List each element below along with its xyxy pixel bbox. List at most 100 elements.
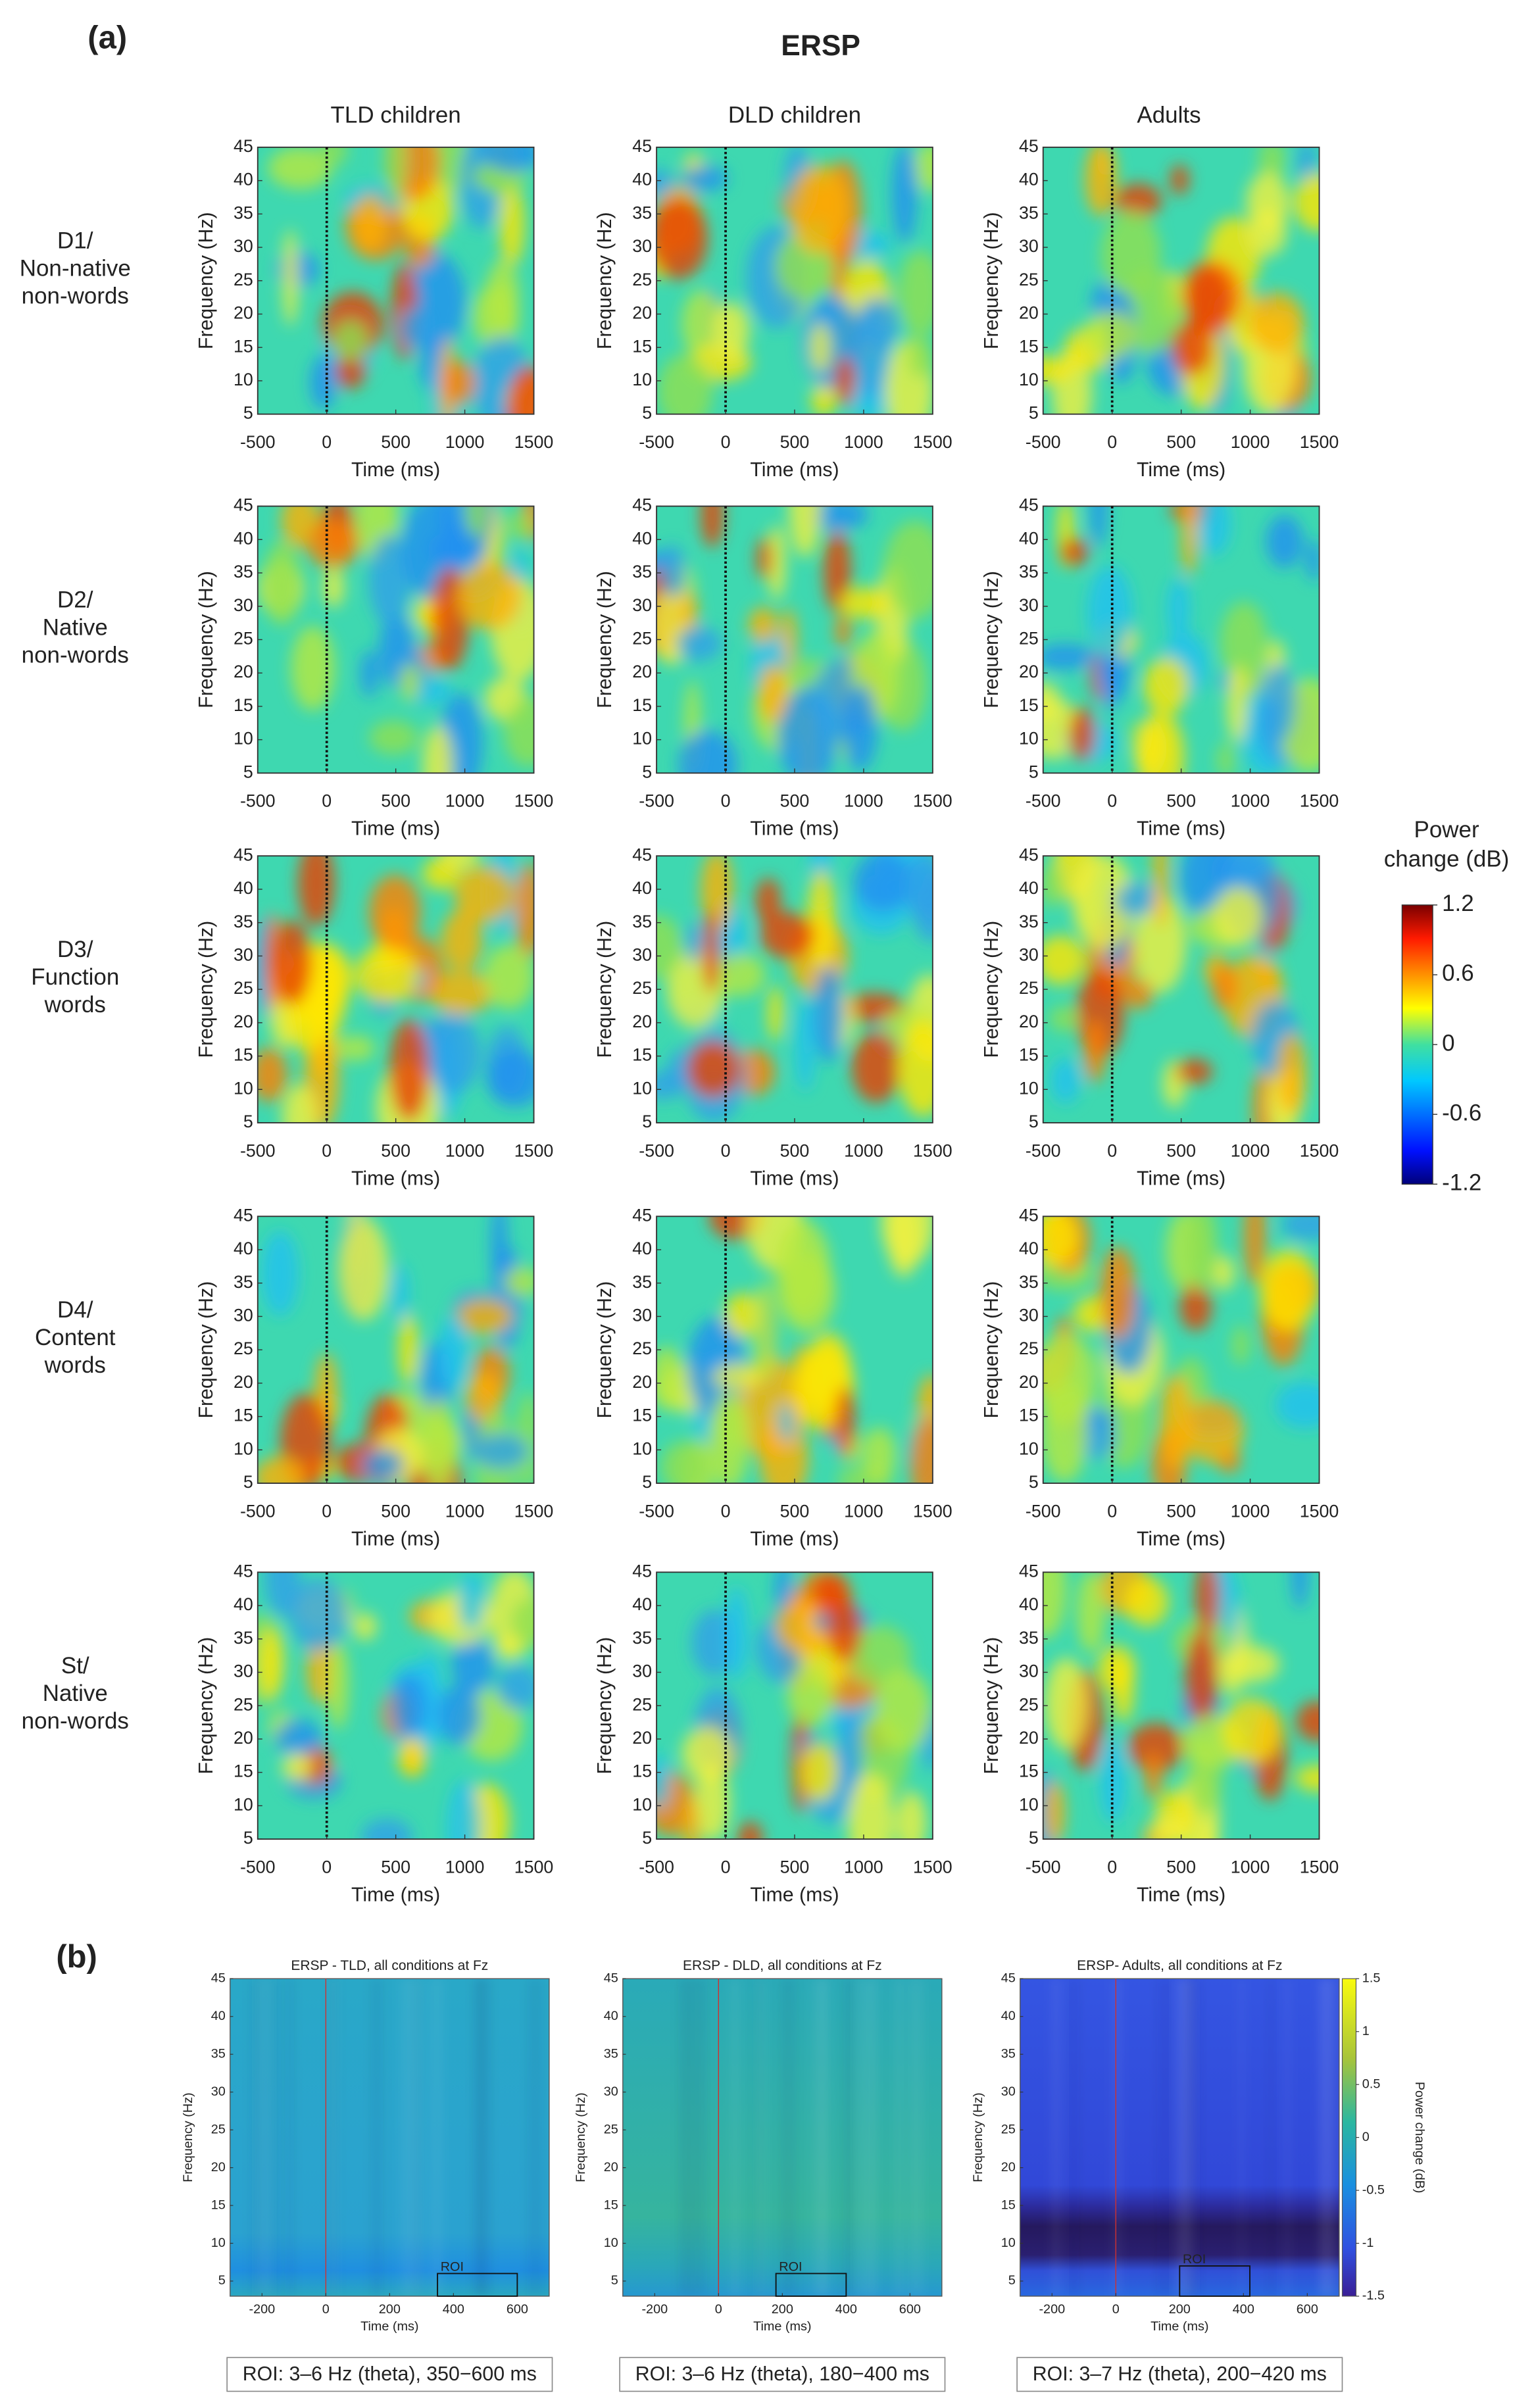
x-tick-label: -500 [1026, 1857, 1061, 1877]
x-tick-label: 1000 [445, 1141, 485, 1160]
x-tick-label: 0 [322, 1501, 332, 1521]
heatmap-blob [1069, 706, 1095, 760]
y-tick-label: 5 [1029, 1472, 1039, 1492]
x-tick-label: 1000 [445, 791, 485, 811]
y-tick-label: 20 [234, 303, 253, 323]
colorbar-tick-label: -1.2 [1442, 1170, 1481, 1196]
heatmap-blob [656, 1754, 670, 1808]
caption-box [619, 2357, 946, 2392]
heatmap-blob [656, 169, 675, 196]
heatmap-blob [1137, 711, 1185, 774]
heatmap-blob [755, 877, 781, 925]
heatmap-blob [913, 147, 933, 193]
heatmap-blob [514, 862, 534, 958]
y-tick-label: 45 [234, 136, 253, 156]
y-tick-label: 30 [1019, 945, 1039, 964]
y-tick-label: 45 [1019, 845, 1039, 864]
heatmap-streak [756, 1978, 762, 2296]
y-tick-label: 10 [234, 1078, 253, 1098]
x-tick-label: 1500 [1300, 791, 1339, 811]
heatmap-streak [430, 1978, 443, 2296]
heatmap-blob [1043, 356, 1073, 385]
heatmap-streak [695, 1978, 708, 2296]
heatmap-blob [1211, 964, 1238, 1010]
x-tick-label: -500 [639, 1857, 674, 1877]
heatmap-blob [399, 663, 420, 702]
y-tick-label: 10 [632, 1794, 652, 1814]
heatmap-blob [853, 856, 912, 912]
y-tick-label: 15 [1001, 2198, 1016, 2212]
y-tick-label: 30 [1019, 236, 1039, 256]
heatmap-blob [1152, 856, 1169, 928]
x-tick-label: 500 [1166, 1857, 1196, 1877]
heatmap-blob [1123, 978, 1153, 1010]
y-tick-label: 5 [243, 1112, 253, 1131]
x-tick-label: -200 [249, 2302, 275, 2317]
heatmap-blob [496, 1665, 534, 1710]
row-label: words [44, 992, 106, 1018]
x-tick-label: -500 [1026, 791, 1061, 811]
heatmap-blob [1114, 183, 1162, 218]
column-title: TLD children [331, 102, 461, 128]
heatmap [656, 147, 933, 414]
heatmap-blob [508, 512, 533, 540]
heatmap-streaks [1051, 1978, 1339, 2296]
x-axis-label: Time (ms) [351, 1528, 440, 1550]
y-tick-label: 45 [632, 1561, 652, 1581]
heatmap-blob [485, 1049, 534, 1108]
heatmap-blob [1101, 210, 1161, 299]
y-tick-label: 35 [632, 912, 652, 931]
heatmap-blob [1151, 1816, 1186, 1840]
heatmap-blob [806, 506, 868, 531]
heatmap-streak [1112, 1978, 1122, 2296]
y-tick-label: 5 [243, 1828, 253, 1848]
y-tick-label: 20 [234, 1728, 253, 1748]
heatmap-blob [910, 1417, 933, 1484]
y-tick-label: 10 [211, 2236, 226, 2250]
heatmap-blob [1259, 1248, 1318, 1331]
heatmap-blob [282, 1084, 318, 1123]
x-tick-label: -500 [240, 791, 276, 811]
heatmap-blob [1043, 1332, 1097, 1427]
heatmap-blob [814, 966, 844, 1063]
heatmap-blob [465, 1373, 503, 1423]
heatmap-blob [748, 607, 778, 644]
heatmap-blob [320, 147, 348, 166]
heatmap-blob [1077, 1572, 1106, 1654]
x-tick-label: 0 [322, 2302, 330, 2317]
heatmap-blob [753, 1281, 778, 1381]
y-tick-label: 25 [234, 1339, 253, 1358]
y-tick-label: 15 [1019, 336, 1039, 356]
heatmap-blob [789, 164, 849, 255]
x-tick-label: 400 [443, 2302, 464, 2317]
x-tick-label: 500 [780, 1141, 810, 1160]
heatmap-texture [257, 1216, 534, 1484]
heatmap-blob [289, 1578, 347, 1651]
x-tick-label: 0 [1107, 1501, 1117, 1521]
y-tick-label: 40 [1019, 878, 1039, 898]
heatmap-blob [499, 183, 525, 266]
heatmap-blob [391, 1673, 428, 1739]
y-tick-label: 5 [243, 762, 253, 781]
heatmap-blob [353, 193, 387, 253]
y-tick-label: 15 [234, 1406, 253, 1425]
y-tick-label: 15 [1019, 695, 1039, 715]
heatmap-blob [355, 945, 418, 1004]
heatmap-blob [1222, 1698, 1281, 1764]
y-tick-label: 20 [632, 1012, 652, 1031]
heatmap-blob [811, 381, 836, 414]
row-label: St/ [61, 1653, 89, 1679]
heatmap-blob [391, 1264, 409, 1321]
heatmap-blob [360, 1818, 413, 1840]
x-tick-label: 600 [507, 2302, 528, 2317]
heatmap-blob [680, 591, 698, 637]
heatmap-blob [495, 1633, 522, 1660]
heatmap-blob [656, 915, 683, 979]
y-tick-label: 25 [1019, 1694, 1039, 1714]
heatmap-texture [1043, 506, 1320, 774]
y-tick-label: 40 [234, 170, 253, 189]
x-tick-label: 1000 [1231, 1857, 1270, 1877]
y-tick-label: 20 [1019, 662, 1039, 681]
y-tick-label: 20 [234, 662, 253, 681]
y-tick-label: 20 [1019, 1728, 1039, 1748]
